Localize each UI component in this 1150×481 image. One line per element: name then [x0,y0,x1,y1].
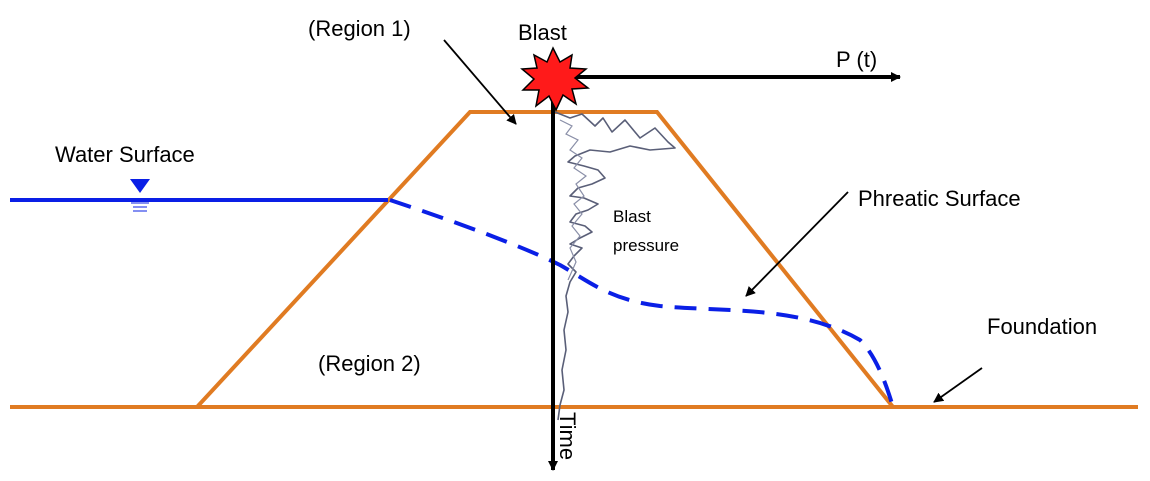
time-label: Time [555,412,580,460]
blast-pressure-label-line2: pressure [613,236,679,255]
blast-pressure-trace [554,111,676,421]
region-1-label: (Region 1) [308,16,411,41]
blast-pressure-label-line1: Blast [613,207,651,226]
region-2-label: (Region 2) [318,351,421,376]
p-t-label: P (t) [836,47,877,72]
blast-label: Blast [518,20,567,45]
foundation-pointer [933,367,983,403]
blast-pressure-trace-inner [559,119,588,281]
inverted-triangle-icon [130,179,150,212]
region-1-pointer [443,39,517,125]
phreatic-surface-line [389,198,895,408]
dam-outline [195,110,895,409]
foundation-label: Foundation [987,314,1097,339]
phreatic-surface-label: Phreatic Surface [858,186,1021,211]
starburst-icon [520,46,591,112]
phreatic-surface-pointer [745,191,849,297]
water-surface-label: Water Surface [55,142,195,167]
